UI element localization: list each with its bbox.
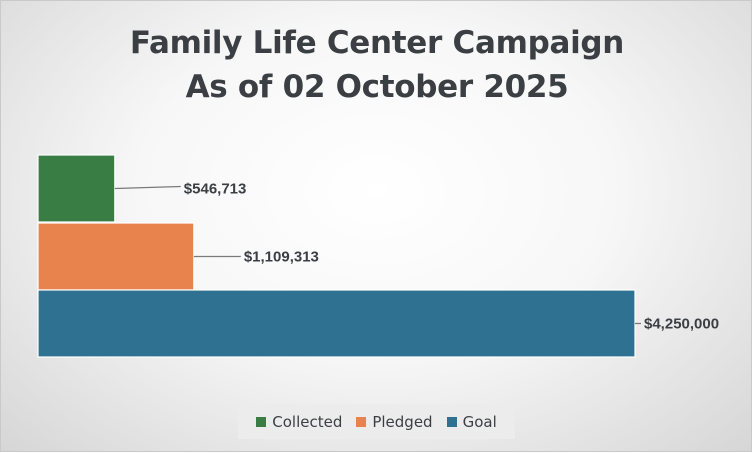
bar-collected xyxy=(37,154,116,223)
chart-legend: Collected Pledged Goal xyxy=(238,404,515,439)
legend-item-collected: Collected xyxy=(256,413,342,431)
chart-title: Family Life Center Campaign As of 02 Oct… xyxy=(1,21,752,109)
bar-pledged xyxy=(37,222,195,291)
chart-title-line2: As of 02 October 2025 xyxy=(185,69,569,105)
data-label-pledged: $1,109,313 xyxy=(244,249,319,266)
legend-label-pledged: Pledged xyxy=(372,412,433,431)
leader-line-collected xyxy=(114,185,181,190)
legend-swatch-pledged xyxy=(356,416,367,427)
data-label-collected: $546,713 xyxy=(184,181,247,198)
legend-label-goal: Goal xyxy=(462,412,497,431)
legend-swatch-goal xyxy=(446,416,457,427)
chart-title-line1: Family Life Center Campaign xyxy=(129,25,625,61)
legend-swatch-collected xyxy=(256,416,267,427)
data-label-goal: $4,250,000 xyxy=(644,316,719,333)
legend-item-goal: Goal xyxy=(446,412,497,431)
legend-label-collected: Collected xyxy=(272,412,343,431)
bar-goal xyxy=(37,289,636,358)
legend-item-pledged: Pledged xyxy=(356,412,433,431)
